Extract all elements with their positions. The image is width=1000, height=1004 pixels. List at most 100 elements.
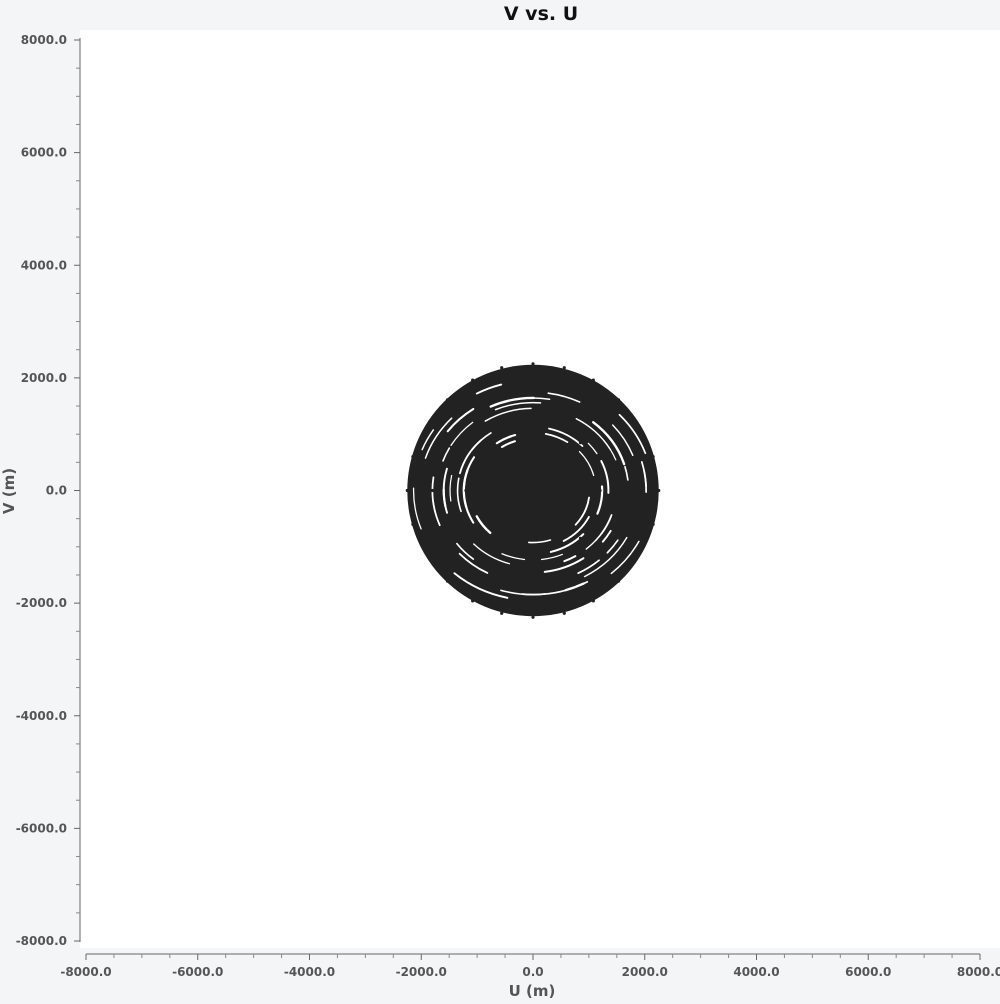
uv-track-gap <box>500 589 547 596</box>
uv-point <box>591 599 595 603</box>
uv-point <box>531 522 535 526</box>
y-tick-label: 6000.0 <box>21 146 67 160</box>
uv-point <box>636 424 640 428</box>
uv-point <box>531 615 535 619</box>
uv-point <box>531 362 535 366</box>
y-tick-label: 8000.0 <box>21 33 67 47</box>
uv-track-gap <box>593 421 623 458</box>
uv-track-gap <box>580 501 589 519</box>
uv-track-gap <box>606 539 619 554</box>
uv-point <box>471 599 475 603</box>
uv-point <box>481 576 485 580</box>
uv-track-gap <box>475 515 492 535</box>
uv-point <box>411 455 415 459</box>
uv-point <box>445 398 450 402</box>
uv-point <box>564 488 569 493</box>
x-tick-label: 6000.0 <box>845 965 891 979</box>
x-tick-label: -2000.0 <box>396 965 447 979</box>
x-tick-label: -4000.0 <box>284 965 335 979</box>
uv-point <box>471 378 475 382</box>
uv-point <box>581 401 585 405</box>
uv-track-gap <box>601 529 612 543</box>
uv-track-gap <box>412 487 422 530</box>
uv-track-gap <box>459 439 482 475</box>
uv-track-gap <box>577 559 600 575</box>
uv-track-gap <box>421 429 435 451</box>
uv-point <box>578 441 583 445</box>
uv-point <box>500 611 504 615</box>
uv-point <box>481 401 485 405</box>
uv-track-gap <box>640 461 647 487</box>
uv-track-gap <box>456 477 462 513</box>
title-bar <box>0 0 1000 30</box>
uv-track-gap <box>585 529 605 550</box>
uv-point <box>531 488 535 493</box>
uv-point <box>445 579 450 583</box>
uv-track-gap <box>562 515 590 542</box>
uv-point <box>464 488 468 493</box>
uv-point <box>531 556 535 560</box>
uv-point <box>581 576 585 580</box>
x-axis-ticks: -8000.0 -6000.0 -4000.0 -2000.0 0.0 2000.0 400… <box>60 954 1000 979</box>
x-tick-label: -8000.0 <box>60 965 111 979</box>
uv-track-gap <box>458 552 489 574</box>
uv-point <box>444 539 448 543</box>
uv-point <box>591 378 595 382</box>
uv-track-gap <box>475 383 503 395</box>
uv-track-gap <box>612 424 634 457</box>
uv-coverage-cloud <box>405 362 661 619</box>
uv-track-gap <box>442 488 447 508</box>
uv-track-gap <box>449 474 453 502</box>
uv-point <box>483 536 488 540</box>
y-tick-label: 0.0 <box>46 484 67 498</box>
uv-point <box>562 611 566 615</box>
uv-track-gap <box>575 418 611 450</box>
uv-point <box>500 366 504 370</box>
uv-track-gap <box>548 427 584 447</box>
chart-title: V vs. U <box>504 3 578 25</box>
x-tick-label: 2000.0 <box>622 965 668 979</box>
uv-track-gap <box>527 397 551 400</box>
uv-point <box>578 536 583 540</box>
uv-point <box>616 579 621 583</box>
uv-point <box>426 553 430 557</box>
uv-point <box>531 590 535 594</box>
uv-track-gap <box>563 555 577 563</box>
uv-point <box>616 398 621 402</box>
uv-track-gap <box>497 435 513 443</box>
uv-track-gap <box>446 407 475 433</box>
uv-track-gap <box>494 401 542 411</box>
uv-track-gap <box>583 536 628 578</box>
uv-point <box>651 522 655 526</box>
uv-point <box>531 421 535 425</box>
uv-track-gap <box>424 417 453 459</box>
uv-point <box>426 424 430 428</box>
x-tick-label: 8000.0 <box>957 965 1000 979</box>
uv-track-gap <box>578 450 595 477</box>
uv-track-gap <box>540 553 563 561</box>
uv-track-gap <box>600 460 610 494</box>
uv-track-gap <box>549 533 585 553</box>
uv-point <box>430 488 435 493</box>
uv-point <box>411 522 415 526</box>
y-tick-label: -8000.0 <box>16 934 67 948</box>
x-tick-label: -6000.0 <box>172 965 223 979</box>
x-tick-label: 4000.0 <box>733 965 779 979</box>
y-tick-label: -4000.0 <box>16 709 67 723</box>
y-axis-title: V (m) <box>0 468 18 514</box>
uv-point <box>483 441 488 445</box>
uv-track-gap <box>500 440 516 449</box>
uv-point <box>405 488 409 493</box>
uv-point <box>651 455 655 459</box>
y-tick-label: -2000.0 <box>16 596 67 610</box>
uv-track-gap <box>528 539 552 544</box>
uv-track-gap <box>453 572 509 599</box>
uv-track-gap <box>544 432 569 443</box>
uv-point <box>531 387 535 391</box>
uv-point <box>657 488 661 493</box>
uv-track-gap <box>596 485 604 515</box>
uv-track-gap <box>547 392 581 403</box>
x-axis-title: U (m) <box>509 982 556 1000</box>
